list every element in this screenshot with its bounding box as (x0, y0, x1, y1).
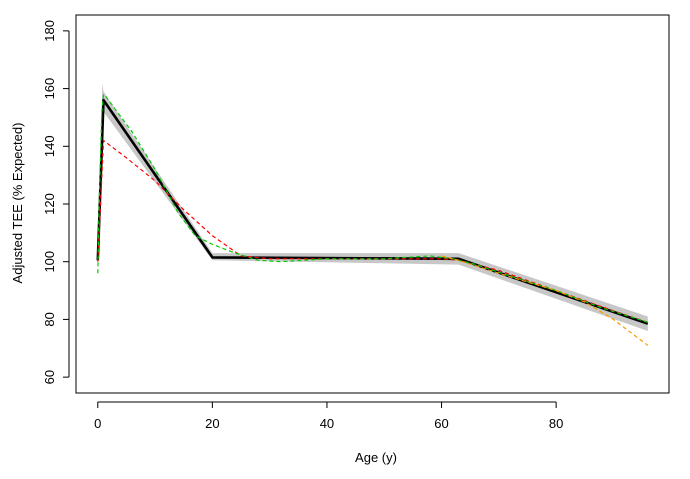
plot-frame (75, 14, 670, 394)
x-tick-label: 80 (549, 416, 563, 431)
series-lines (96, 93, 649, 346)
y-tick-label: 180 (42, 20, 57, 42)
x-axis: 0 20 40 60 80 (94, 401, 563, 431)
y-tick-label: 160 (42, 78, 57, 100)
x-tick-label: 40 (320, 416, 334, 431)
x-tick-label: 60 (434, 416, 448, 431)
series-line-2 (97, 139, 648, 323)
y-tick-label: 100 (42, 251, 57, 273)
y-axis-label: Adjusted TEE (% Expected) (10, 123, 25, 284)
x-tick-label: 20 (205, 416, 219, 431)
y-axis: 60 80 100 120 140 160 180 (42, 20, 70, 384)
x-tick-label: 0 (94, 416, 101, 431)
series-line-1 (96, 98, 649, 325)
y-tick-label: 140 (42, 135, 57, 157)
y-tick-label: 80 (42, 312, 57, 326)
series-line-4 (441, 255, 649, 346)
y-tick-label: 60 (42, 370, 57, 384)
y-tick-label: 120 (42, 193, 57, 215)
x-axis-label: Age (y) (355, 450, 397, 465)
series-line-3 (97, 93, 648, 323)
